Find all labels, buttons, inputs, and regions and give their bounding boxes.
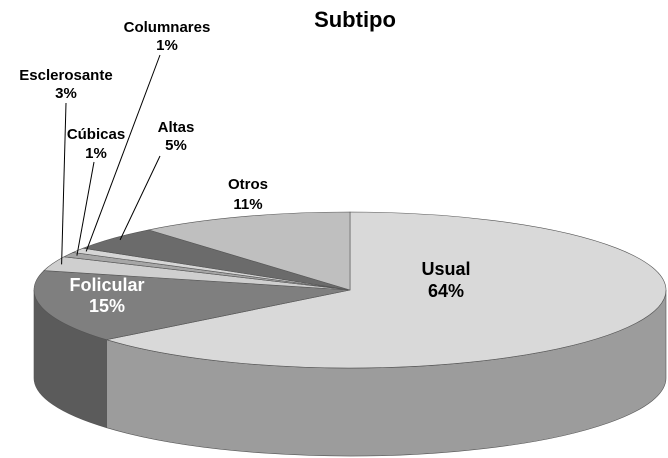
- slice-label: Otros: [228, 176, 268, 193]
- leader-line: [85, 54, 161, 252]
- slice: [106, 211, 667, 369]
- value-label: 15%: [89, 296, 125, 316]
- slice: [148, 211, 351, 291]
- slice: [33, 270, 351, 341]
- value-label: 1%: [156, 37, 178, 54]
- value-label: 11%: [233, 196, 262, 213]
- value-label: 64%: [428, 281, 464, 301]
- slice-label: Usual: [421, 259, 470, 279]
- slice-label: Esclerosante: [19, 67, 112, 84]
- leader-line: [76, 161, 95, 256]
- value-label: 3%: [55, 85, 77, 102]
- slice-label: Altas: [158, 119, 195, 136]
- value-label: 5%: [165, 137, 187, 154]
- slice-label: Folicular: [69, 275, 144, 295]
- chart-title: Subtipo: [314, 7, 396, 32]
- leader-line: [119, 155, 161, 241]
- slice-label: Cúbicas: [67, 126, 125, 143]
- leader-line: [61, 102, 67, 265]
- slice-label: Columnares: [124, 19, 211, 36]
- value-label: 1%: [85, 145, 107, 162]
